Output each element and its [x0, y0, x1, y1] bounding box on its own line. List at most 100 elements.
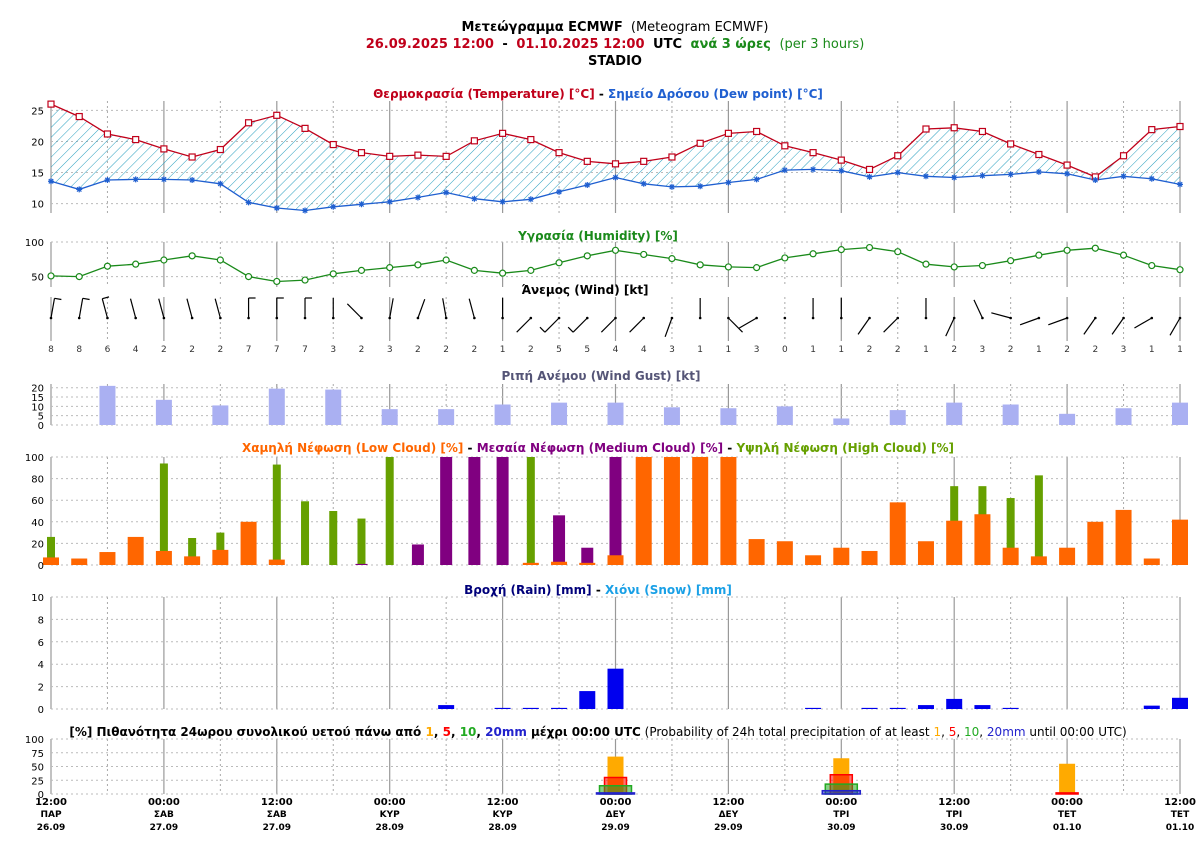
humidity-point	[1035, 251, 1043, 259]
temperature-title-sep: -	[599, 87, 608, 101]
low-cloud-bar	[1115, 509, 1132, 565]
wind-barb	[1019, 317, 1040, 326]
time-axis-day: ΤΕΤ	[1058, 810, 1077, 820]
wind-barb	[101, 298, 109, 319]
dewpoint-point	[753, 176, 760, 183]
y-tick-label: 0	[38, 421, 44, 432]
temperature-point	[1119, 152, 1128, 160]
wind-barb	[516, 317, 532, 333]
gust-grid	[50, 384, 1181, 426]
rain-bar	[805, 707, 822, 709]
wind-speed-label: 7	[246, 345, 252, 355]
wind-speed-label: 2	[1064, 345, 1070, 355]
probability-title-part: until 00:00 UTC)	[1026, 725, 1127, 739]
rain-title: Βροχή (Rain) [mm] - Χιόνι (Snow) [mm]	[464, 583, 732, 597]
wind-speed-label: 2	[443, 345, 449, 355]
high-cloud-bar	[159, 463, 168, 565]
wind-barb	[945, 317, 955, 337]
humidity-point	[668, 255, 676, 263]
humidity-point	[188, 252, 196, 260]
temperature-point	[1148, 126, 1156, 134]
time-axis-hour: 00:00	[1051, 797, 1083, 808]
dewpoint-point	[443, 189, 450, 196]
temperature-point	[555, 149, 563, 157]
humidity-point	[555, 259, 563, 267]
y-tick-label: 20	[31, 539, 44, 550]
temperature-point	[75, 112, 83, 121]
temperature-point	[668, 153, 676, 161]
time-axis-hour: 00:00	[148, 797, 180, 808]
medium-cloud-bar	[355, 563, 368, 565]
low-cloud-bar	[1087, 521, 1104, 565]
wind-speed-label: 1	[810, 345, 816, 355]
medium-cloud-bar	[609, 457, 622, 565]
dewpoint-point	[725, 179, 732, 186]
wind-speed-label: 7	[302, 345, 308, 355]
dewpoint-point	[697, 183, 704, 190]
temperature-point	[894, 152, 902, 160]
humidity-point	[414, 261, 422, 269]
wind-barb	[544, 317, 560, 333]
dewpoint-point	[245, 199, 252, 206]
wind-barb	[857, 317, 871, 335]
wind-barb	[186, 298, 193, 319]
rain-bar	[889, 707, 906, 709]
temperature-point	[470, 137, 478, 145]
probability-bar-fill-20mm	[822, 790, 861, 794]
gust-bar	[1172, 402, 1188, 425]
low-cloud-title: Χαμηλή Νέφωση (Low Cloud) [%]	[242, 441, 463, 455]
wind-speed-label: 2	[895, 345, 901, 355]
gust-bar	[1059, 413, 1076, 425]
y-tick-label: 6	[38, 638, 44, 649]
wind-barb	[664, 317, 673, 337]
wind-speed-label: 3	[669, 345, 675, 355]
dewpoint-point	[414, 194, 421, 201]
humidity-point	[696, 261, 704, 269]
rain-bar	[1002, 707, 1019, 709]
low-cloud-bar	[692, 457, 709, 565]
dewpoint-point	[866, 173, 873, 180]
rain-bar	[607, 668, 624, 709]
rain-bar	[861, 707, 878, 709]
probability-title-part: [%] Πιθανότητα 24ωρου συνολικού υετού πά…	[69, 725, 425, 739]
time-axis-hour: 12:00	[261, 797, 293, 808]
temperature-point	[527, 135, 535, 144]
y-tick-label: 15	[31, 169, 44, 180]
temperature-point	[724, 129, 733, 137]
probability-bar-fill-5mm	[1056, 792, 1079, 794]
temperature-point	[329, 140, 337, 149]
wind-speed-label: 1	[923, 345, 929, 355]
dewpoint-point	[527, 196, 534, 203]
cloud-title: Χαμηλή Νέφωση (Low Cloud) [%] - Μεσαία Ν…	[242, 441, 954, 455]
rain-panel: Βροχή (Rain) [mm] - Χιόνι (Snow) [mm] 0 2…	[25, 453, 1188, 710]
wind-speed-label: 4	[133, 345, 139, 355]
low-cloud-bar	[946, 520, 963, 565]
time-axis-date: 28.09	[375, 823, 403, 833]
gust-bar	[663, 407, 680, 425]
dewpoint-point	[76, 186, 83, 193]
low-cloud-bar	[1030, 556, 1047, 565]
wind-barb-flag	[539, 326, 546, 333]
humidity-point	[1063, 246, 1071, 254]
dewpoint-point	[894, 169, 901, 176]
probability-title-part: (Probability of 24h total precipitation …	[641, 725, 934, 739]
humidity-point	[611, 246, 620, 254]
low-cloud-bar	[805, 555, 822, 565]
wind-barb	[129, 298, 137, 319]
wind-speed-label: 2	[867, 345, 873, 355]
dewpoint-point	[160, 176, 167, 183]
y-tick-label: 20	[31, 384, 44, 395]
gust-bars	[99, 385, 1188, 425]
rain-bar	[551, 707, 568, 709]
temperature-point	[414, 151, 422, 159]
time-axis-hour: 12:00	[712, 797, 744, 808]
low-cloud-bar	[184, 556, 201, 565]
humidity-point	[837, 246, 845, 254]
y-tick-label: 8	[38, 615, 44, 626]
wind-speed-label: 1	[1149, 345, 1155, 355]
wind-speed-label: 4	[613, 345, 619, 355]
y-tick-label: 100	[25, 238, 44, 249]
humidity-point	[922, 260, 930, 268]
